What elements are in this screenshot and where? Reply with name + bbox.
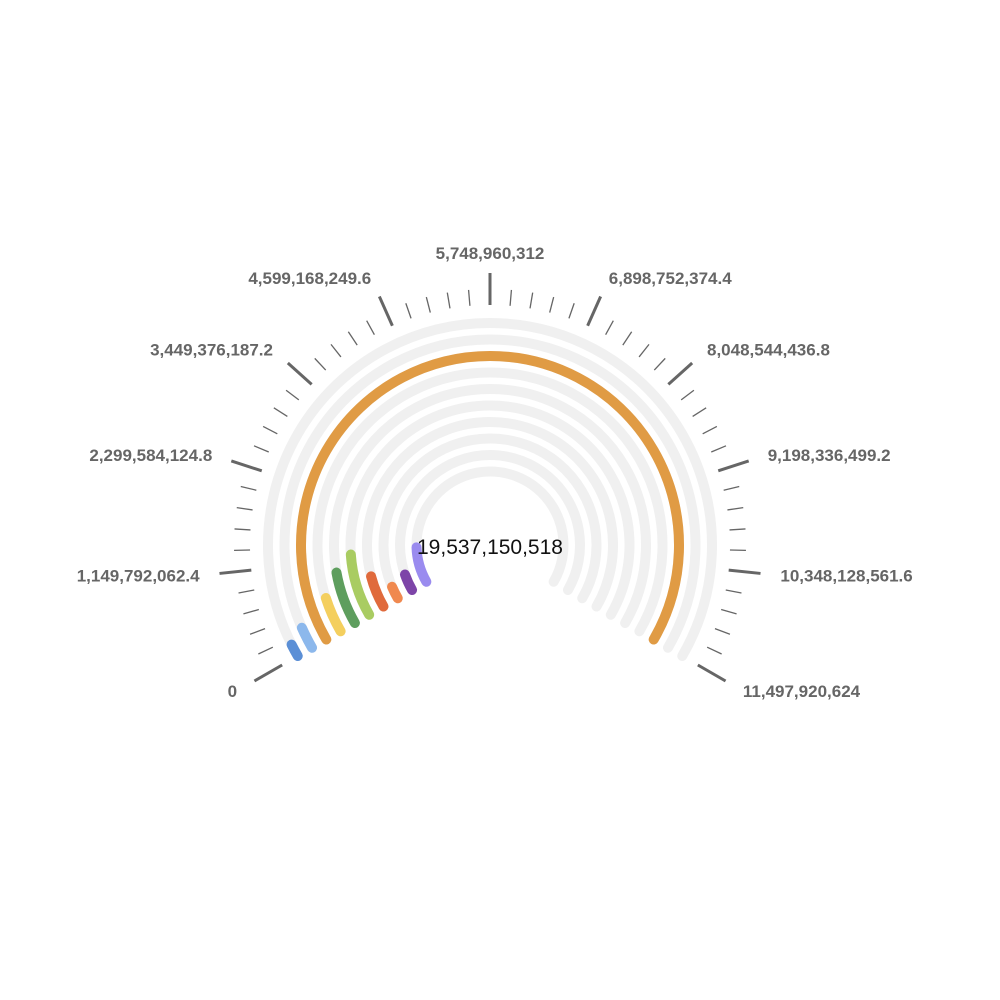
major-tick (728, 568, 761, 575)
tick-label: 5,748,960,312 (436, 244, 545, 263)
minor-tick (273, 407, 288, 417)
major-tick (230, 459, 263, 473)
minor-tick (330, 343, 342, 358)
minor-tick (347, 331, 358, 346)
bar-5 (331, 567, 360, 628)
minor-tick (238, 589, 255, 594)
bar-track (395, 450, 585, 595)
minor-tick (727, 506, 744, 511)
minor-tick (240, 485, 257, 491)
bar-9 (399, 569, 418, 595)
bar-track (312, 367, 668, 637)
minor-tick (446, 292, 451, 309)
minor-tick (366, 320, 375, 336)
bar-10 (411, 542, 432, 587)
tick-label: 9,198,336,499.2 (768, 446, 891, 465)
minor-tick (725, 589, 742, 594)
major-tick (667, 361, 694, 386)
minor-tick (568, 303, 575, 319)
minor-tick (253, 445, 270, 453)
major-tick (286, 361, 313, 386)
minor-tick (405, 303, 412, 319)
minor-tick (425, 296, 431, 313)
bar-8 (387, 581, 403, 604)
minor-tick (285, 389, 300, 401)
minor-tick (729, 528, 746, 531)
major-tick (697, 663, 727, 683)
bar-7 (366, 571, 389, 612)
minor-tick (720, 608, 737, 615)
minor-tick (549, 296, 555, 313)
tick-label: 4,599,168,249.6 (248, 269, 371, 288)
major-tick (586, 295, 603, 327)
minor-tick (714, 628, 731, 635)
bar-4 (320, 593, 346, 637)
tick-label: 0 (228, 682, 237, 701)
tick-layer (219, 273, 761, 683)
major-tick (717, 459, 750, 473)
tick-label: 3,449,376,187.2 (150, 341, 273, 360)
minor-tick (236, 506, 253, 511)
tick-label: 8,048,544,436.8 (707, 341, 830, 360)
bar-3 (296, 351, 684, 645)
minor-tick (638, 343, 650, 358)
bar-layer (286, 351, 684, 661)
minor-tick (702, 425, 718, 435)
major-tick (377, 295, 394, 327)
minor-tick (680, 389, 695, 401)
minor-tick (605, 320, 614, 336)
bar-track (329, 384, 651, 628)
bar-track (362, 417, 618, 612)
bar-track (263, 318, 717, 661)
minor-tick (467, 289, 471, 306)
minor-tick (314, 357, 327, 371)
minor-tick (234, 528, 251, 531)
major-tick (219, 568, 252, 575)
tick-label: 2,299,584,124.8 (89, 446, 212, 465)
tick-label: 11,497,920,624 (743, 682, 861, 701)
bar-track (279, 334, 701, 653)
minor-tick (622, 331, 633, 346)
center-total-label: 19,537,150,518 (417, 536, 563, 559)
bar-6 (345, 549, 375, 620)
tick-label: 1,149,792,062.4 (77, 567, 200, 586)
minor-tick (243, 608, 260, 615)
bar-1 (286, 639, 303, 661)
minor-tick (723, 485, 740, 491)
bar-track (345, 400, 635, 620)
minor-tick (258, 646, 274, 655)
track-layer (263, 318, 717, 661)
bar-track (378, 433, 602, 604)
minor-tick (653, 357, 666, 371)
minor-tick (692, 407, 707, 417)
minor-tick (710, 445, 727, 453)
minor-tick (706, 646, 722, 655)
minor-tick (262, 425, 278, 435)
tick-label-layer: 0 1,149,792,062.4 2,299,584,124.8 3,449,376… (77, 244, 913, 701)
minor-tick (509, 289, 513, 306)
tick-label: 10,348,128,561.6 (780, 567, 912, 586)
bar-track (411, 466, 569, 587)
minor-tick (249, 628, 266, 635)
major-tick (253, 663, 283, 683)
tick-label: 6,898,752,374.4 (609, 269, 732, 288)
minor-tick (529, 292, 534, 309)
bar-2 (296, 622, 318, 653)
